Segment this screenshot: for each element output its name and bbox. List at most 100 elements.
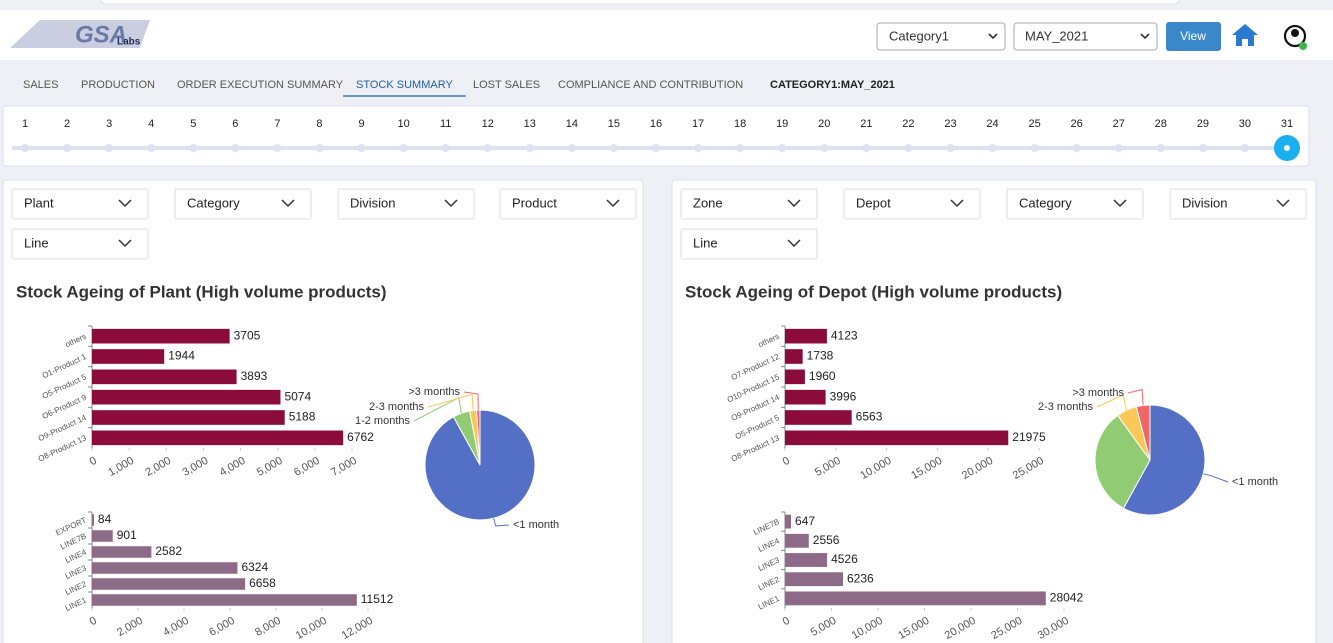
slider-dot[interactable] [1030,144,1039,152]
filter-dropdown[interactable]: Division [1169,188,1307,220]
slider-dot[interactable] [1072,144,1081,152]
day-label[interactable]: 10 [397,118,409,130]
day-label[interactable]: 23 [944,118,956,130]
slider-dot[interactable] [904,144,913,152]
day-label[interactable]: 18 [734,118,746,130]
slider-dot[interactable] [988,144,997,152]
slider-dot[interactable] [778,144,787,152]
user-icon[interactable] [1283,24,1307,50]
day-label[interactable]: 29 [1197,118,1209,130]
filter-dropdown[interactable]: Plant [11,188,149,220]
slider-dot[interactable] [862,144,871,152]
day-label[interactable]: 20 [818,118,830,130]
slider-dot[interactable] [105,144,114,152]
slider-dot[interactable] [483,144,492,152]
filter-box[interactable] [499,188,637,220]
filter-dropdown[interactable]: Line [11,228,149,260]
slider-dot[interactable] [525,144,534,152]
filter-dropdown[interactable]: Division [337,188,475,220]
tab[interactable]: LOST SALES [473,79,540,91]
slider-dot[interactable] [820,144,829,152]
tab[interactable]: ORDER EXECUTION SUMMARY [177,79,344,91]
day-label[interactable]: 25 [1028,118,1040,130]
month-select[interactable]: MAY_2021 [1013,22,1158,51]
filter-box[interactable] [11,188,149,220]
slider-dot[interactable] [567,144,576,152]
filter-dropdown[interactable]: Line [680,228,818,260]
select-box[interactable] [1013,22,1158,51]
logo: GSA Labs [10,20,150,48]
slider-dot[interactable] [946,144,955,152]
filter-box[interactable] [680,188,818,220]
day-label[interactable]: 3 [106,118,112,130]
tab[interactable]: PRODUCTION [81,79,155,91]
tab[interactable]: SALES [23,79,58,91]
filter-box[interactable] [174,188,312,220]
day-label[interactable]: 4 [148,118,154,130]
slider-dot[interactable] [1156,144,1165,152]
bar [785,410,852,425]
day-label[interactable]: 26 [1071,118,1083,130]
slider-dot[interactable] [189,144,198,152]
category-select[interactable]: Category1 [876,22,1006,51]
day-label[interactable]: 21 [860,118,872,130]
button-bg[interactable] [1166,22,1221,51]
day-label[interactable]: 12 [482,118,494,130]
slider-dot[interactable] [1198,144,1207,152]
day-label[interactable]: 6 [232,118,238,130]
slider-dot[interactable] [21,144,29,152]
filter-dropdown[interactable]: Product [499,188,637,220]
filter-dropdown[interactable]: Zone [680,188,818,220]
filter-dropdown[interactable]: Category [1006,188,1144,220]
tab[interactable]: COMPLIANCE AND CONTRIBUTION [558,79,743,91]
day-label[interactable]: 30 [1239,118,1251,130]
slider-dot[interactable] [315,144,324,152]
day-label[interactable]: 1 [22,118,28,130]
slider-dot[interactable] [609,144,618,152]
view-button[interactable]: View [1166,22,1221,51]
slider-dot[interactable] [1114,144,1123,152]
slider-dot[interactable] [147,144,156,152]
day-label[interactable]: 14 [566,118,578,130]
day-label[interactable]: 19 [776,118,788,130]
filter-box[interactable] [337,188,475,220]
filter-box[interactable] [1169,188,1307,220]
slider-dot[interactable] [736,144,745,152]
day-label[interactable]: 9 [358,118,364,130]
filter-dropdown[interactable]: Category [174,188,312,220]
day-label[interactable]: 13 [524,118,536,130]
day-label[interactable]: 27 [1113,118,1125,130]
slider-dot[interactable] [399,144,408,152]
filter-box[interactable] [680,228,818,260]
slider-handle-dot [1284,145,1290,151]
slider-dot[interactable] [357,144,366,152]
select-box[interactable] [876,22,1006,51]
day-label[interactable]: 22 [902,118,914,130]
tab[interactable]: STOCK SUMMARY [356,79,453,91]
day-label[interactable]: 16 [650,118,662,130]
day-label[interactable]: 17 [692,118,704,130]
day-label[interactable]: 8 [316,118,322,130]
slider-dot[interactable] [652,144,660,152]
day-label[interactable]: 28 [1155,118,1167,130]
day-label[interactable]: 5 [190,118,196,130]
filter-box[interactable] [843,188,981,220]
slider-dot[interactable] [63,144,72,152]
context-label: CATEGORY1:MAY_2021 [770,79,895,91]
day-label[interactable]: 7 [274,118,280,130]
slider-dot[interactable] [694,144,703,152]
day-label[interactable]: 11 [440,118,451,130]
filter-dropdown[interactable]: Depot [843,188,981,220]
slider-dot[interactable] [273,144,282,152]
slider-dot[interactable] [1240,144,1249,152]
day-label[interactable]: 31 [1281,118,1293,130]
filter-box[interactable] [1006,188,1144,220]
filter-box[interactable] [11,228,149,260]
slider-dot[interactable] [231,144,240,152]
day-label[interactable]: 15 [608,118,620,130]
day-label[interactable]: 2 [64,118,70,130]
slider-dot[interactable] [441,144,450,152]
day-label[interactable]: 24 [986,118,998,130]
home-icon[interactable] [1232,24,1258,46]
value-label: 3705 [234,328,261,342]
